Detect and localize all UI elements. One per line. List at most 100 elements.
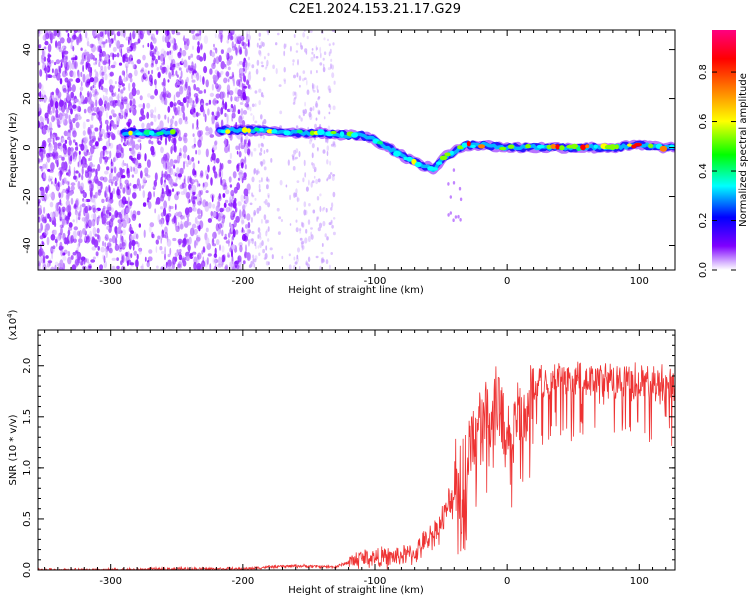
noise-speckle bbox=[150, 121, 154, 126]
noise-speckle bbox=[118, 78, 124, 84]
noise-speckle bbox=[116, 40, 121, 49]
noise-speckle bbox=[120, 113, 123, 120]
sparse-speckle bbox=[278, 84, 282, 87]
noise-speckle bbox=[38, 82, 42, 90]
noise-speckle bbox=[160, 48, 165, 57]
sparse-speckle bbox=[296, 196, 299, 203]
noise-speckle bbox=[192, 207, 197, 212]
noise-speckle bbox=[234, 248, 238, 253]
noise-speckle bbox=[101, 50, 106, 57]
noise-speckle bbox=[193, 83, 197, 91]
noise-speckle bbox=[93, 107, 98, 112]
sparse-speckle bbox=[263, 257, 267, 260]
noise-speckle bbox=[226, 59, 231, 66]
noise-speckle bbox=[94, 93, 98, 101]
noise-speckle bbox=[215, 120, 220, 128]
noise-speckle bbox=[47, 99, 51, 103]
noise-speckle bbox=[127, 185, 130, 190]
noise-speckle bbox=[55, 159, 58, 164]
noise-speckle bbox=[88, 141, 91, 145]
ridge-hotspot bbox=[225, 129, 231, 134]
noise-speckle bbox=[77, 115, 82, 120]
noise-speckle bbox=[73, 139, 76, 143]
noise-speckle bbox=[86, 214, 89, 220]
noise-speckle bbox=[196, 234, 199, 241]
noise-speckle bbox=[50, 134, 56, 140]
noise-speckle bbox=[66, 94, 71, 101]
noise-speckle bbox=[167, 92, 172, 99]
noise-speckle bbox=[52, 95, 55, 101]
noise-speckle bbox=[168, 189, 172, 194]
noise-speckle bbox=[174, 203, 177, 211]
noise-speckle bbox=[218, 55, 222, 63]
noise-speckle bbox=[159, 246, 163, 251]
noise-speckle bbox=[89, 77, 95, 83]
sparse-speckle bbox=[319, 205, 322, 213]
sparse-speckle bbox=[322, 63, 325, 68]
noise-speckle bbox=[233, 104, 236, 113]
noise-speckle bbox=[238, 37, 242, 44]
sparse-speckle bbox=[260, 147, 263, 153]
sparse-speckle bbox=[293, 74, 296, 79]
colorbar-tick-label: 0.8 bbox=[698, 64, 709, 80]
noise-speckle bbox=[97, 163, 101, 172]
sparse-speckle bbox=[312, 106, 315, 111]
noise-speckle bbox=[76, 36, 79, 46]
noise-speckle bbox=[135, 159, 139, 166]
noise-speckle bbox=[214, 115, 218, 121]
noise-speckle bbox=[181, 58, 184, 64]
noise-speckle bbox=[232, 213, 236, 218]
sparse-speckle bbox=[328, 222, 332, 226]
ridge-hotspot bbox=[296, 129, 303, 134]
noise-speckle bbox=[239, 69, 244, 74]
noise-speckle bbox=[246, 34, 251, 42]
noise-speckle bbox=[67, 136, 71, 141]
noise-speckle bbox=[229, 184, 233, 188]
sparse-speckle bbox=[312, 209, 316, 214]
noise-speckle bbox=[218, 30, 223, 35]
sparse-speckle bbox=[264, 199, 268, 206]
noise-speckle bbox=[62, 55, 67, 61]
noise-speckle bbox=[154, 106, 157, 113]
sparse-speckle bbox=[277, 32, 280, 36]
noise-speckle bbox=[87, 157, 91, 162]
noise-speckle bbox=[171, 188, 175, 193]
sparse-speckle bbox=[293, 34, 296, 38]
noise-speckle bbox=[65, 215, 70, 222]
noise-speckle bbox=[213, 211, 217, 218]
noise-speckle bbox=[180, 214, 184, 220]
noise-speckle bbox=[131, 174, 135, 178]
noise-speckle bbox=[169, 72, 172, 80]
noise-speckle bbox=[159, 120, 164, 130]
noise-speckle bbox=[74, 61, 78, 70]
noise-speckle bbox=[172, 256, 177, 265]
noise-speckle bbox=[105, 39, 108, 44]
y-tick-label: 40 bbox=[22, 43, 33, 56]
noise-speckle bbox=[42, 174, 47, 181]
noise-speckle bbox=[246, 183, 251, 191]
noise-speckle bbox=[69, 121, 73, 131]
noise-speckle bbox=[133, 166, 135, 172]
noise-speckle bbox=[166, 51, 170, 56]
noise-speckle bbox=[117, 130, 121, 135]
noise-speckle bbox=[199, 104, 204, 113]
sparse-speckle bbox=[300, 241, 304, 245]
noise-speckle bbox=[83, 136, 89, 143]
noise-speckle bbox=[244, 139, 247, 145]
noise-speckle bbox=[55, 242, 58, 247]
noise-speckle bbox=[120, 210, 124, 214]
noise-speckle bbox=[242, 61, 246, 68]
sparse-speckle bbox=[306, 89, 310, 95]
noise-speckle bbox=[149, 50, 154, 57]
noise-speckle bbox=[54, 264, 57, 270]
sparse-speckle bbox=[258, 252, 261, 257]
noise-speckle bbox=[192, 70, 197, 74]
noise-speckle bbox=[119, 182, 123, 190]
sparse-speckle bbox=[311, 51, 314, 55]
noise-speckle bbox=[242, 110, 248, 115]
noise-speckle bbox=[222, 216, 225, 223]
noise-speckle bbox=[134, 241, 139, 245]
sparse-speckle bbox=[303, 159, 306, 167]
noise-speckle bbox=[92, 256, 96, 260]
noise-speckle bbox=[64, 112, 69, 120]
